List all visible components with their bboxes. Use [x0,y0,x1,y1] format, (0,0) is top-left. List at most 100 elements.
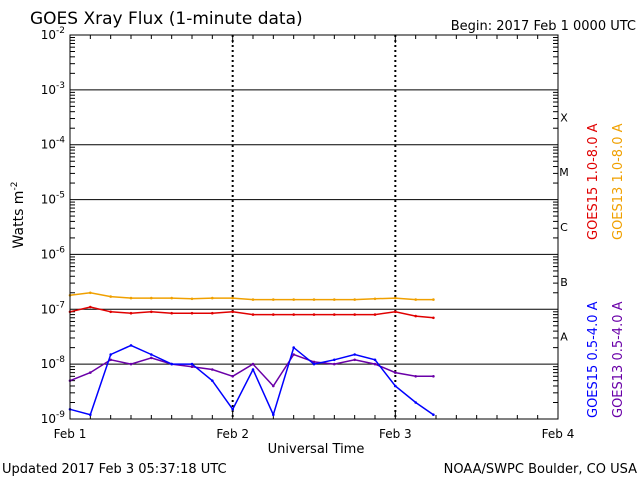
flare-class-label: A [560,331,568,344]
y-tick-exponent: -4 [56,136,65,146]
y-tick-base: 10 [41,247,56,261]
series-point [150,356,153,360]
series-point [190,311,194,315]
legend-entry: GOES13 1.0-8.0 A [611,123,626,240]
y-tick-label: 10-5 [41,191,65,207]
series-point [129,296,133,300]
series-point [211,368,214,371]
y-tick-base: 10 [41,138,56,152]
series-point [231,310,234,314]
gridlines [70,35,558,419]
series-point [432,413,435,417]
series-point [89,371,92,374]
plot-frame [69,34,559,420]
series-point [333,362,336,366]
series-point [432,316,435,320]
series-point [353,358,357,362]
series-point [272,298,275,301]
series-point [272,413,275,417]
y-tick-exponent: -2 [56,26,65,36]
series-point [109,358,112,362]
legend-entry: GOES15 1.0-8.0 A [586,123,601,240]
series-point [170,311,173,315]
x-tick-label: Feb 1 [54,427,87,441]
y-tick-base: 10 [41,28,56,42]
series-point [312,362,316,366]
series-point [231,375,234,378]
series-point [292,353,296,356]
series-layer [68,291,435,417]
series-point [394,371,397,374]
series-point [109,295,112,298]
series-point [333,313,336,316]
series-point [89,413,92,417]
series-point [211,311,214,315]
series-point [150,310,153,314]
series-point [231,296,234,300]
y-axis-label-text: Watts m [11,191,27,249]
x-tick-labels: Feb 1 Feb 2 Feb 3 Feb 4 [54,427,575,441]
y-tick-base: 10 [41,193,56,207]
y-tick-label: 10-9 [41,410,66,426]
series-point [251,298,255,301]
series-point [432,298,435,301]
y-axis-label: Watts m-2 [10,182,27,249]
y-tick-exponent: -8 [56,355,65,365]
series-point [211,379,214,383]
series-point [333,358,336,362]
updated-label: Updated 2017 Feb 3 05:37:18 UTC [2,462,227,477]
series-point [129,311,133,315]
y-tick-base: 10 [41,302,56,316]
series-point [414,375,418,378]
series-point [129,362,133,366]
x-axis-label: Universal Time [268,442,365,457]
series-point [190,365,194,369]
flare-class-label: B [560,276,568,289]
series-point [353,313,357,316]
y-tick-base: 10 [41,83,56,97]
legend-entry: GOES13 0.5-4.0 A [611,301,626,418]
flare-class-labels: A B C M X [559,111,569,343]
flare-class-label: M [559,166,569,179]
y-tick-exponent: -7 [56,300,65,310]
series-point [231,408,234,411]
x-tick-label: Feb 2 [216,427,249,441]
series-point [170,362,173,366]
series-point [190,297,194,301]
begin-label: Begin: 2017 Feb 1 0000 UTC [451,19,636,34]
series-point [353,298,357,301]
series-point [414,401,418,404]
series-point [251,368,255,371]
series-point [373,297,377,301]
series-point [89,291,92,295]
series-point [251,362,255,366]
series-point [394,310,397,314]
legend-entry: GOES15 0.5-4.0 A [586,301,601,418]
y-tick-label: 10-4 [41,136,66,152]
y-tick-exponent: -3 [56,81,65,91]
y-tick-label: 10-8 [41,355,66,371]
series-point [353,353,357,356]
series-point [312,298,316,301]
series-point [190,362,194,366]
series-point [272,384,275,388]
series-point [373,362,377,366]
series-point [292,313,296,316]
series-point [129,344,133,347]
series-point [373,313,377,316]
credit-label: NOAA/SWPC Boulder, CO USA [444,462,637,477]
series-point [373,358,377,362]
y-axis-label-exponent: -2 [10,182,20,191]
series-point [251,313,255,316]
series-point [432,375,435,378]
flare-class-label: C [560,221,568,234]
y-tick-exponent: -9 [56,410,65,420]
flare-class-label: X [560,111,568,124]
y-tick-label: 10-6 [41,245,66,261]
series-point [333,298,336,301]
series-point [170,296,173,300]
legend: GOES15 1.0-8.0 A GOES13 1.0-8.0 A GOES15 0… [586,123,626,418]
x-tick-label: Feb 3 [379,427,412,441]
